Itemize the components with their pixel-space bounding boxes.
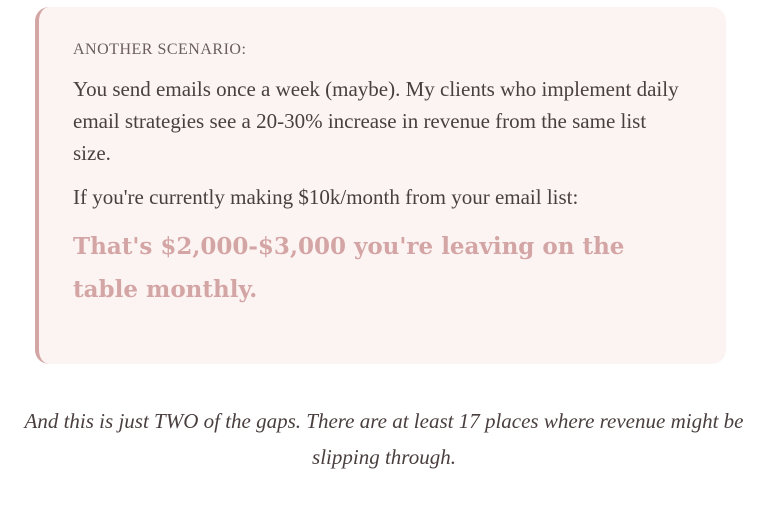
scenario-callout: ANOTHER SCENARIO: You send emails once a… — [35, 7, 726, 364]
callout-highlight: That's $2,000-$3,000 you're leaving on t… — [73, 233, 625, 303]
footer-note: And this is just TWO of the gaps. There … — [24, 409, 744, 469]
callout-paragraph: You send emails once a week (maybe). My … — [73, 77, 679, 165]
callout-paragraph: If you're currently making $10k/month fr… — [73, 185, 579, 209]
callout-label: ANOTHER SCENARIO: — [73, 41, 247, 58]
